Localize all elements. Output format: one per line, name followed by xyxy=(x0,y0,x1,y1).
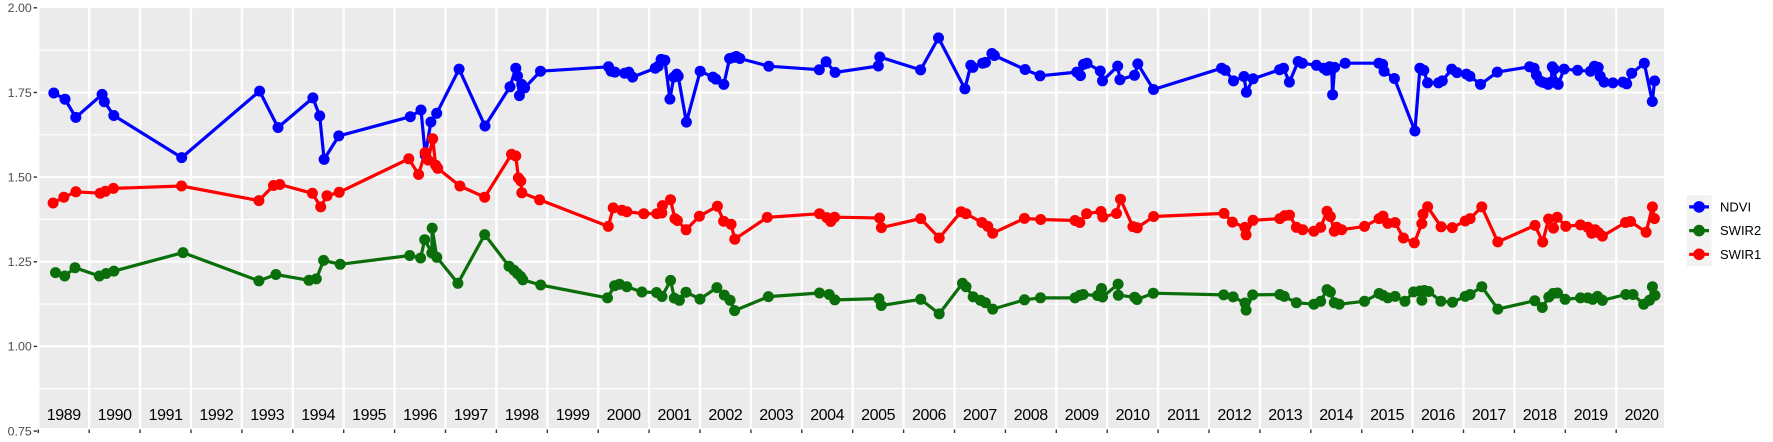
svg-text:1999: 1999 xyxy=(556,407,590,424)
svg-text:1995: 1995 xyxy=(352,407,386,424)
svg-text:2004: 2004 xyxy=(810,407,844,424)
svg-text:2014: 2014 xyxy=(1319,407,1353,424)
svg-text:1.75: 1.75 xyxy=(8,86,32,100)
svg-text:2019: 2019 xyxy=(1574,407,1608,424)
svg-text:2011: 2011 xyxy=(1167,407,1200,424)
svg-text:2005: 2005 xyxy=(861,407,895,424)
svg-text:1.25: 1.25 xyxy=(8,255,32,269)
svg-text:2009: 2009 xyxy=(1065,407,1099,424)
svg-text:2015: 2015 xyxy=(1370,407,1404,424)
svg-text:2017: 2017 xyxy=(1472,407,1506,424)
svg-text:2013: 2013 xyxy=(1268,407,1302,424)
svg-text:2020: 2020 xyxy=(1625,407,1659,424)
svg-text:2008: 2008 xyxy=(1014,407,1048,424)
svg-text:2018: 2018 xyxy=(1523,407,1557,424)
svg-text:2016: 2016 xyxy=(1421,407,1455,424)
svg-text:2.00: 2.00 xyxy=(8,1,32,15)
svg-text:2003: 2003 xyxy=(759,407,793,424)
svg-text:0.75: 0.75 xyxy=(8,424,32,438)
svg-text:NDVI: NDVI xyxy=(1720,200,1751,215)
svg-text:2010: 2010 xyxy=(1116,407,1150,424)
svg-text:2002: 2002 xyxy=(708,407,742,424)
svg-text:1992: 1992 xyxy=(199,407,233,424)
svg-text:2012: 2012 xyxy=(1217,407,1251,424)
svg-text:1997: 1997 xyxy=(454,407,488,424)
svg-text:1991: 1991 xyxy=(149,407,183,424)
svg-text:1993: 1993 xyxy=(250,407,284,424)
svg-text:2006: 2006 xyxy=(912,407,946,424)
svg-text:SWIR2: SWIR2 xyxy=(1720,223,1761,238)
svg-text:1998: 1998 xyxy=(505,407,539,424)
svg-text:2007: 2007 xyxy=(963,407,997,424)
svg-text:1990: 1990 xyxy=(98,407,132,424)
svg-text:SWIR1: SWIR1 xyxy=(1720,247,1761,262)
svg-text:1989: 1989 xyxy=(47,407,81,424)
svg-text:2001: 2001 xyxy=(658,407,692,424)
svg-text:1994: 1994 xyxy=(301,407,335,424)
svg-text:1996: 1996 xyxy=(403,407,437,424)
svg-text:1.00: 1.00 xyxy=(8,340,32,354)
svg-text:1.50: 1.50 xyxy=(8,170,32,184)
svg-text:2000: 2000 xyxy=(607,407,641,424)
